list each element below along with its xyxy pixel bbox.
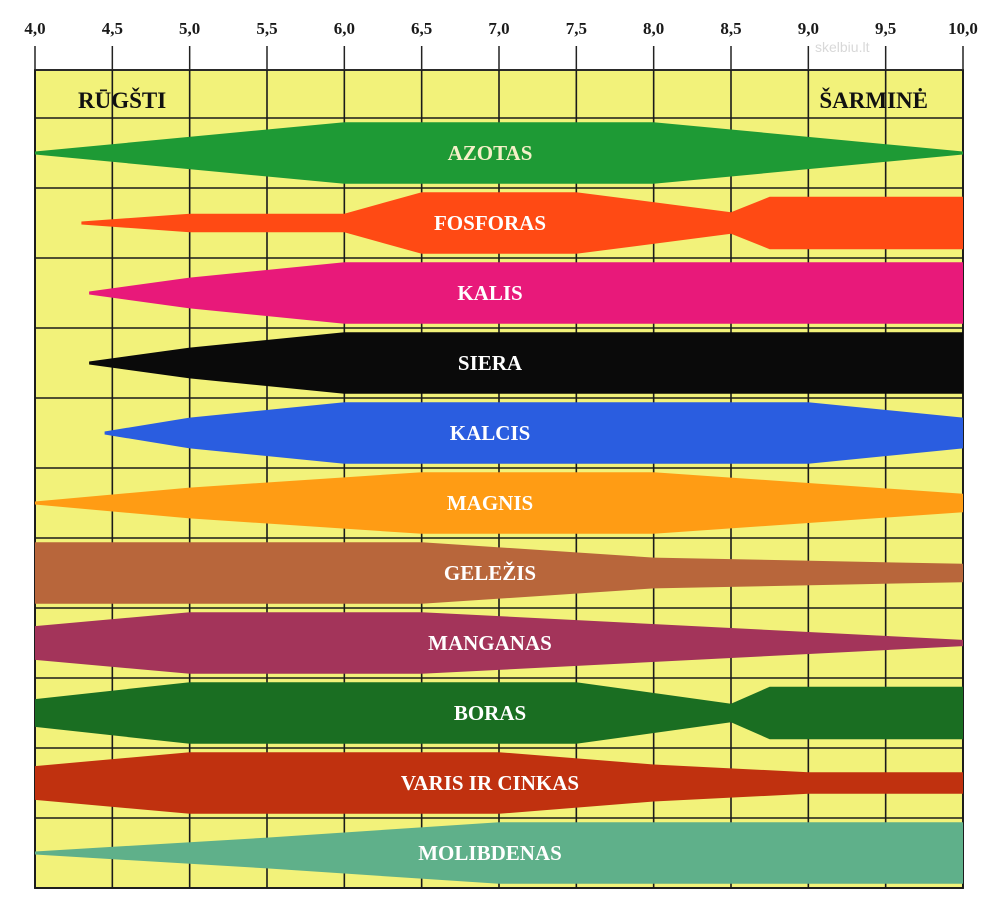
- band-magnis: [35, 472, 963, 534]
- band-kalcis: [104, 402, 964, 464]
- acidic-label: RŪGŠTI: [78, 87, 166, 113]
- band-fosforas: [81, 192, 963, 254]
- x-axis-ticks: 4,0 4,5 5,0 5,5 6,0 6,5 7,0 7,5 8,0 8,5 9,0 9,5 10,0: [24, 19, 978, 70]
- x-tick-label: 10,0: [948, 19, 978, 38]
- band-label: SIERA: [458, 351, 523, 375]
- band-manganas: [35, 612, 963, 674]
- band-label: KALCIS: [450, 421, 531, 445]
- band-varis-ir-cinkas: [35, 752, 963, 814]
- band-label: MOLIBDENAS: [418, 841, 562, 865]
- alkaline-label: ŠARMINĖ: [819, 87, 928, 113]
- x-tick-label: 4,5: [102, 19, 123, 38]
- band-azotas: [35, 122, 963, 184]
- x-tick-label: 7,5: [566, 19, 587, 38]
- grid-lines: [34, 70, 964, 889]
- band-siera: [89, 332, 964, 394]
- x-tick-label: 7,0: [488, 19, 509, 38]
- x-tick-label: 6,0: [334, 19, 355, 38]
- x-tick-label: 9,0: [798, 19, 819, 38]
- band-label: KALIS: [457, 281, 522, 305]
- band-label: VARIS IR CINKAS: [401, 771, 579, 795]
- band-label: BORAS: [454, 701, 526, 725]
- x-tick-label: 5,5: [256, 19, 277, 38]
- x-tick-label: 8,5: [720, 19, 741, 38]
- watermark-logo: skelbiu.lt: [815, 39, 870, 55]
- band-label: MAGNIS: [447, 491, 533, 515]
- band-boras: [35, 682, 963, 744]
- x-tick-label: 8,0: [643, 19, 664, 38]
- x-tick-label: 9,5: [875, 19, 896, 38]
- band-label: AZOTAS: [448, 141, 533, 165]
- nutrient-bands: AZOTAS FOSFORAS KALIS SIERA KALCIS MAGNIS GELE…: [35, 122, 964, 884]
- band-label: FOSFORAS: [434, 211, 546, 235]
- x-tick-label: 5,0: [179, 19, 200, 38]
- band-gele-is: [35, 542, 963, 604]
- band-label: MANGANAS: [428, 631, 552, 655]
- x-tick-label: 6,5: [411, 19, 432, 38]
- band-label: GELEŽIS: [444, 561, 536, 585]
- band-kalis: [89, 262, 964, 324]
- band-molibdenas: [35, 822, 963, 884]
- x-tick-label: 4,0: [24, 19, 45, 38]
